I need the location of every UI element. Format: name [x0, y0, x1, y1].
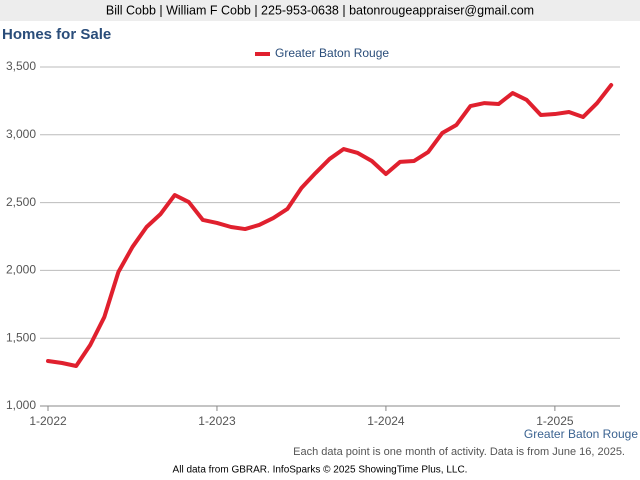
legend-label: Greater Baton Rouge — [275, 46, 389, 60]
x-tick-label: 1-2022 — [29, 414, 67, 428]
header-bar — [0, 0, 640, 21]
y-tick-label: 1,500 — [6, 330, 36, 344]
y-tick-label: 3,500 — [6, 59, 36, 73]
line — [46, 83, 614, 368]
x-tick-label: 1-2024 — [367, 414, 405, 428]
source: All data from GBRAR. InfoSparks © 2025 S… — [173, 465, 468, 476]
x-tick-label: 1-2025 — [536, 414, 574, 428]
x-tick-label: 1-2023 — [198, 414, 236, 428]
y-tick-label: 2,500 — [6, 195, 36, 209]
y-tick-label: 1,000 — [6, 398, 36, 412]
x-axis-label: Greater Baton Rouge — [524, 427, 638, 441]
header: Bill Cobb | William F Cobb | 225-953-063… — [106, 3, 534, 17]
note: Each data point is one month of activity… — [293, 446, 625, 458]
y-tick-label: 2,000 — [6, 263, 36, 277]
y-tick-label: 3,000 — [6, 127, 36, 141]
chart-title: Homes for Sale — [2, 26, 111, 43]
